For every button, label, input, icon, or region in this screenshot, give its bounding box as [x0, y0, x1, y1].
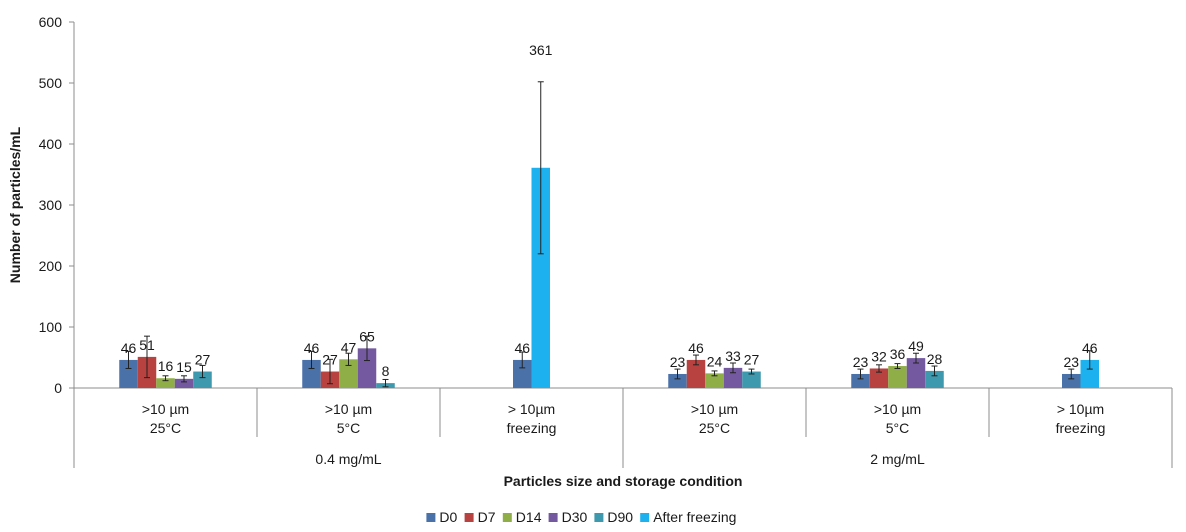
x-category-condition: 5°C	[886, 420, 910, 436]
bar-d0	[513, 359, 532, 388]
x-category-label: >10 µm	[325, 401, 372, 417]
bar-d30	[357, 348, 377, 388]
bar-d30	[906, 358, 926, 388]
bars	[119, 167, 1099, 388]
bar-d30	[723, 367, 743, 388]
data-label: 49	[908, 338, 924, 354]
x-axis-title: Particles size and storage condition	[504, 473, 743, 489]
error-bars	[125, 81, 1093, 388]
legend-label: D90	[607, 509, 633, 525]
data-label: 47	[341, 339, 357, 355]
data-label: 15	[176, 359, 192, 375]
legend-item-d0: D0	[426, 509, 458, 525]
axes: 0 100 200 300 400 500 600	[39, 14, 1173, 468]
bar-d14	[339, 359, 358, 388]
legend-label: D7	[478, 509, 496, 525]
legend-swatch	[548, 513, 558, 522]
legend-swatch	[640, 513, 650, 522]
legend-label: D14	[516, 509, 542, 525]
x-category-label: > 10µm	[1057, 401, 1104, 417]
data-label: 8	[382, 363, 390, 379]
y-tick-label: 600	[39, 14, 63, 30]
legend-label: D0	[439, 509, 457, 525]
legend-swatch	[426, 513, 436, 522]
data-label: 27	[195, 352, 211, 368]
bar-d0	[1062, 373, 1081, 388]
y-tick-label: 100	[39, 319, 63, 335]
legend-label: D30	[562, 509, 588, 525]
legend: D0 D7 D14 D30 D90 After freezing	[426, 509, 736, 525]
x-group-label: 2 mg/mL	[870, 451, 925, 467]
data-label: 361	[529, 42, 553, 58]
y-tick-label: 500	[39, 75, 63, 91]
data-label: 46	[1082, 340, 1098, 356]
bar-d14	[888, 366, 907, 388]
data-label: 28	[927, 351, 943, 367]
x-category-labels: >10 µm 25°C >10 µm 5°C > 10µm freezing >10 µm 2…	[142, 401, 1106, 467]
bar-d0	[668, 373, 687, 388]
x-category-condition: 25°C	[699, 420, 730, 436]
data-label: 46	[304, 340, 320, 356]
bar-after-freezing	[531, 167, 550, 388]
bar-d14	[156, 378, 175, 388]
x-category-label: >10 µm	[142, 401, 189, 417]
data-label: 65	[359, 328, 375, 344]
legend-item-d30: D30	[548, 509, 588, 525]
x-category-label: >10 µm	[691, 401, 738, 417]
data-label: 16	[158, 358, 174, 374]
bar-d90	[193, 371, 212, 388]
bar-d7	[686, 359, 706, 388]
x-group-label: 0.4 mg/mL	[315, 451, 381, 467]
x-category-condition: freezing	[1056, 420, 1106, 436]
data-label: 27	[744, 352, 760, 368]
data-label: 32	[871, 348, 887, 364]
legend-item-d7: D7	[464, 509, 496, 525]
data-label: 24	[707, 353, 723, 369]
legend-label: After freezing	[653, 509, 736, 525]
legend-item-d90: D90	[594, 509, 633, 525]
bar-d7	[869, 368, 889, 388]
y-axis-title: Number of particles/mL	[7, 126, 23, 283]
y-tick-label: 200	[39, 258, 63, 274]
legend-swatch	[464, 513, 474, 522]
y-tick-label: 300	[39, 197, 63, 213]
bar-d0	[302, 359, 321, 388]
legend-swatch	[502, 513, 512, 522]
x-category-label: > 10µm	[508, 401, 555, 417]
data-label: 27	[322, 352, 338, 368]
data-label: 51	[139, 337, 155, 353]
data-label: 23	[853, 354, 869, 370]
data-label: 23	[670, 354, 686, 370]
x-category-condition: 25°C	[150, 420, 181, 436]
legend-item-after-freezing: After freezing	[640, 509, 736, 525]
data-label: 23	[1063, 354, 1079, 370]
data-label: 46	[514, 340, 530, 356]
y-tick-label: 0	[54, 380, 62, 396]
bar-after-freezing	[1080, 359, 1099, 388]
x-category-condition: 5°C	[337, 420, 361, 436]
x-category-label: >10 µm	[874, 401, 921, 417]
y-tick-label: 400	[39, 136, 63, 152]
data-label: 33	[725, 348, 741, 364]
bar-d30	[174, 378, 194, 388]
bar-d90	[742, 371, 761, 388]
data-label: 46	[121, 340, 137, 356]
data-label: 36	[890, 346, 906, 362]
legend-item-d14: D14	[502, 509, 542, 525]
bar-d14	[705, 373, 724, 388]
bar-d0	[851, 373, 870, 388]
bar-d90	[925, 370, 944, 388]
data-label: 46	[688, 340, 704, 356]
bar-d0	[119, 359, 138, 388]
x-category-condition: freezing	[507, 420, 557, 436]
legend-swatch	[594, 513, 604, 522]
